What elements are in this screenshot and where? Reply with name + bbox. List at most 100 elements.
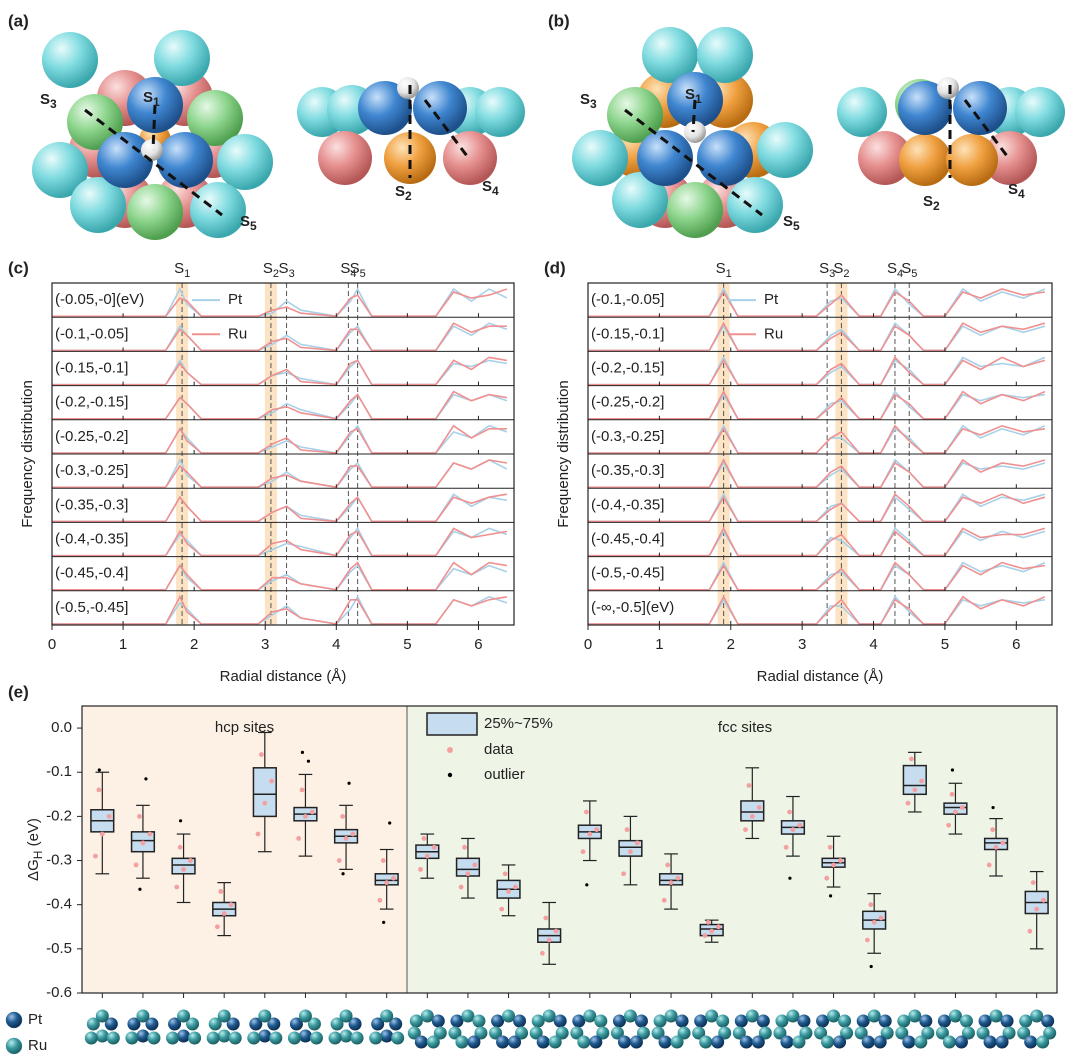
site-symbol: S [174,260,184,277]
data-point [296,836,302,841]
y-tick-label: -0.1 [46,763,72,780]
icon-atom [258,1029,272,1043]
data-point [668,880,674,886]
icon-atom [125,1031,139,1045]
row-label-bg [53,287,57,288]
icon-atom [339,1029,353,1043]
icon-atom [1002,1026,1016,1040]
x-tick-label: 3 [798,636,806,653]
icon-atom [217,1009,231,1023]
distribution-line [708,424,1046,454]
data-point [1030,880,1036,886]
site-path [423,99,472,161]
icon-atom [247,1031,261,1045]
icon-atom [734,1014,748,1028]
atom [667,182,723,238]
atom [612,172,668,228]
icon-atom [461,1009,475,1023]
data-point [255,831,261,837]
icon-atom [995,1035,1009,1049]
y-tick-label: 0.0 [51,719,72,736]
row-label: (-0.1,-0.05] [591,291,664,308]
x-tick-label: 4 [869,636,877,653]
icon-atom [594,1014,608,1028]
site-label: S3 [819,260,835,280]
legend-outlier [447,772,453,778]
site-label: S2 [263,260,279,280]
row-label: (-0.35,-0.3] [55,496,128,513]
data-point [218,889,224,894]
data-point [621,871,627,877]
atom [384,132,436,184]
site-index: 4 [1018,187,1025,201]
icon-atom [653,1014,667,1028]
data-point [1041,897,1046,903]
data-point [506,889,511,894]
icon-atom [95,1009,109,1023]
icon-atom [895,1026,909,1040]
distribution-line [708,595,1046,625]
icon-atom [959,1014,973,1028]
data-point [1027,928,1033,934]
icon-atom [758,1026,772,1040]
row-label: (-0.5,-0.45] [591,565,664,582]
data-point [993,844,999,850]
icon-atom [298,1009,312,1023]
box [252,767,277,818]
row-label-bg [53,526,57,527]
x-tick-label: 2 [190,636,198,653]
outlier [950,768,955,772]
atom [70,177,126,233]
row-label-bg [589,424,593,425]
data-point [912,787,918,793]
distribution-line [708,390,1046,420]
row-label: (-0.5,-0.45] [55,599,128,616]
data-point [797,822,803,828]
data-point [391,875,396,881]
data-point [269,778,275,784]
atom-legend-label: Pt [28,1011,43,1028]
atom [443,131,497,185]
data-point [824,875,830,881]
distribution-line [165,493,508,523]
outlier [178,819,183,823]
data-point [665,862,671,868]
icon-atom [433,1026,447,1040]
data-point [309,809,315,815]
data-point [749,813,755,819]
atom [684,121,706,143]
site-path [691,99,697,133]
row-label: (-∞,-0.5](eV) [591,599,674,616]
site-index: 4 [350,268,356,280]
site-label: S5 [783,213,800,233]
icon-atom [854,1026,868,1040]
site-label: S4 [482,178,499,198]
outlier [991,805,995,810]
row-label-bg [53,595,57,596]
data-point [553,928,559,934]
row-label: (-0.25,-0.2] [55,428,128,445]
charts: (c) S1 S2 S3 S4S5(-0.05,-0](eV)(-0.1,-0.05](… [5,258,1058,1055]
atom [190,182,246,238]
row-label-bg [53,492,57,493]
row-label: (-0.05,-0](eV) [55,291,144,308]
atom [983,131,1037,185]
data-point [133,862,139,868]
atom [953,81,1007,135]
site-path [963,99,1012,161]
panel-label: (e) [8,682,29,701]
icon-atom [937,1014,951,1028]
icon-atom [508,1035,522,1049]
atom [899,134,951,186]
y-tick-label: -0.6 [46,984,72,1001]
site-path [84,108,223,217]
icon-atom [407,1026,421,1040]
icon-atom [827,1009,841,1023]
atom [187,90,243,146]
icon-atom [369,1031,383,1045]
data-point [303,813,308,819]
x-tick-label: 1 [655,636,663,653]
distribution-line [165,564,508,591]
